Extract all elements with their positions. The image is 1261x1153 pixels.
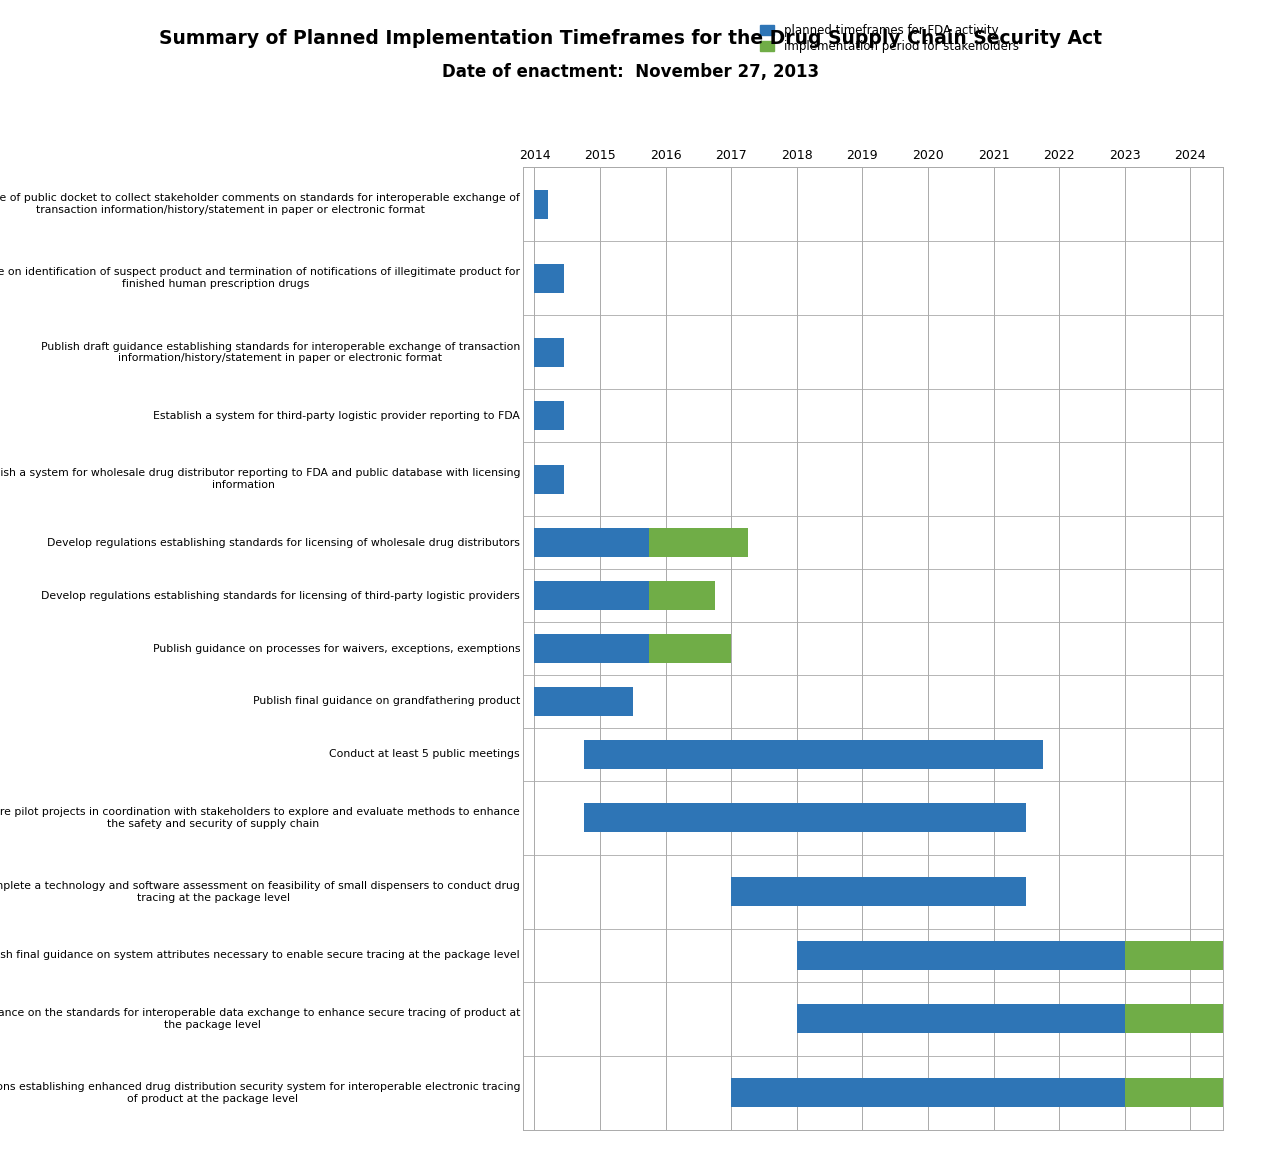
Bar <box>535 687 633 716</box>
Text: Publish final guidance on grandfathering product: Publish final guidance on grandfathering… <box>252 696 520 707</box>
Text: Publish final guidance on system attributes necessary to enable secure tracing a: Publish final guidance on system attribu… <box>0 950 520 960</box>
Bar <box>731 1078 1125 1108</box>
Bar <box>797 1004 1125 1033</box>
Text: Date of enactment:  November 27, 2013: Date of enactment: November 27, 2013 <box>441 63 820 82</box>
Bar <box>584 804 1026 832</box>
Bar <box>535 264 564 293</box>
Bar <box>584 740 1043 769</box>
Text: Develop regulations establishing standards for licensing of wholesale drug distr: Develop regulations establishing standar… <box>47 537 520 548</box>
Bar <box>535 338 564 367</box>
Text: Establish a system for wholesale drug distributor reporting to FDA and public da: Establish a system for wholesale drug di… <box>0 468 520 490</box>
Bar <box>535 528 649 557</box>
Text: Publish final guidance on the standards for interoperable data exchange to enhan: Publish final guidance on the standards … <box>0 1008 520 1030</box>
Text: Establish 1 or more pilot projects in coordination with stakeholders to explore : Establish 1 or more pilot projects in co… <box>0 807 520 829</box>
Text: Publish guidance on processes for waivers, exceptions, exemptions: Publish guidance on processes for waiver… <box>153 643 520 654</box>
Bar <box>797 941 1125 970</box>
Bar <box>1125 1004 1223 1033</box>
Text: Publish draft guidance establishing standards for interoperable exchange of tran: Publish draft guidance establishing stan… <box>40 341 520 363</box>
Bar <box>535 634 649 663</box>
Bar <box>649 634 731 663</box>
Bar <box>649 528 748 557</box>
Text: Establish a system for third-party logistic provider reporting to FDA: Establish a system for third-party logis… <box>153 410 520 421</box>
Text: Develop regulations establishing standards for licensing of third-party logistic: Develop regulations establishing standar… <box>42 590 520 601</box>
Text: Issue notice of public docket to collect stakeholder comments on standards for i: Issue notice of public docket to collect… <box>0 194 520 214</box>
Bar <box>1125 1078 1223 1108</box>
Text: Develop regulations establishing enhanced drug distribution security system for : Develop regulations establishing enhance… <box>0 1083 520 1103</box>
Bar <box>535 189 547 219</box>
Bar <box>535 581 649 610</box>
Text: Summary of Planned Implementation Timeframes for the Drug Supply Chain Security : Summary of Planned Implementation Timefr… <box>159 29 1102 47</box>
Bar <box>649 581 715 610</box>
Bar <box>535 465 564 493</box>
Bar <box>731 877 1026 906</box>
Bar <box>1125 941 1223 970</box>
Text: Conduct at least 5 public meetings: Conduct at least 5 public meetings <box>329 749 520 760</box>
Text: Conduct and complete a technology and software assessment on feasibility of smal: Conduct and complete a technology and so… <box>0 881 520 903</box>
Legend: planned timeframes for FDA activity, implementation period for stakeholders: planned timeframes for FDA activity, imp… <box>760 24 1019 53</box>
Text: Publish guidance on identification of suspect product and termination of notific: Publish guidance on identification of su… <box>0 267 520 289</box>
Bar <box>535 401 564 430</box>
